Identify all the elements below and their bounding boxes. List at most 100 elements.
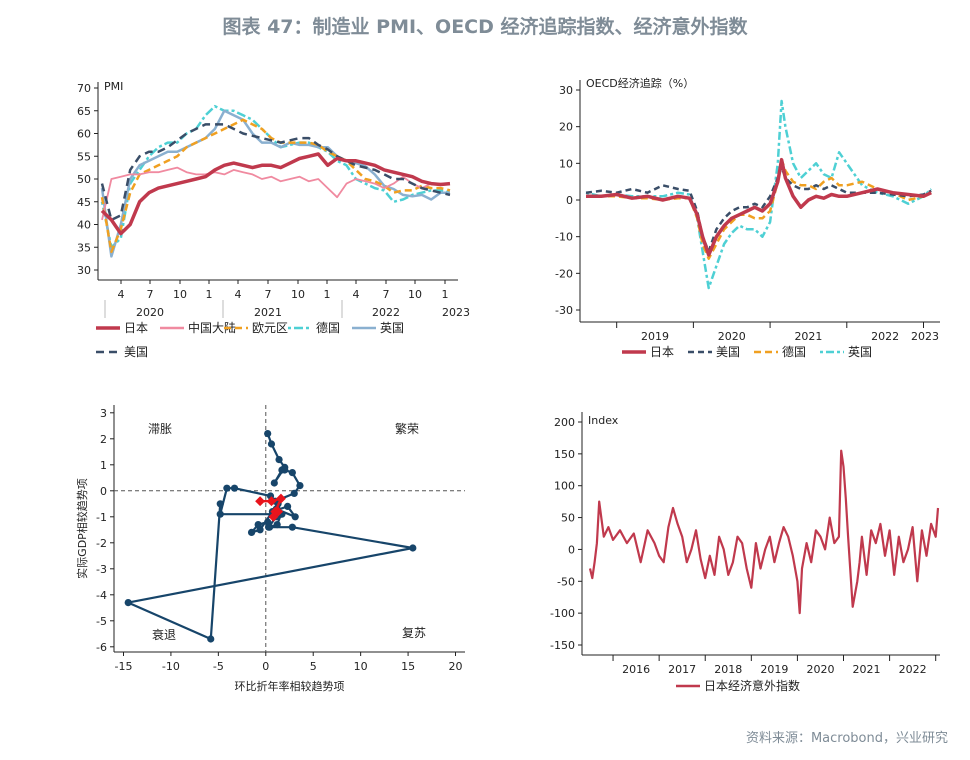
clock-path-point xyxy=(124,599,132,607)
pmi-y-tick-label: 35 xyxy=(77,241,91,254)
oecd-x-year-label: 2022 xyxy=(871,330,899,343)
surprise-y-tick-label: 50 xyxy=(561,512,575,525)
clock-path-point xyxy=(216,510,224,518)
surprise-y-tick-label: -100 xyxy=(550,607,575,620)
oecd-y-tick-label: -30 xyxy=(555,304,573,317)
clock-y-tick-label: -6 xyxy=(96,641,107,654)
surprise-x-year-label: 2022 xyxy=(899,663,927,676)
clock-y-label: 实际GDP相较趋势项 xyxy=(75,478,89,579)
pmi-x-year-label: 2020 xyxy=(136,306,164,319)
oecd-y-tick-label: 0 xyxy=(566,194,573,207)
surprise-index-chart: -150 -100 -50 0 50 100 150 200 Index 2016 2017 2018… xyxy=(550,412,940,693)
clock-y-tick-label: -1 xyxy=(96,511,107,524)
clock-y-tick-label: 1 xyxy=(100,459,107,472)
clock-x-tick-label: 15 xyxy=(401,660,415,673)
pmi-y-tick-label: 40 xyxy=(77,219,91,232)
pmi-legend-label: 美国 xyxy=(124,345,148,359)
surprise-x-year-label: 2017 xyxy=(668,663,696,676)
pmi-y-tick-label: 55 xyxy=(77,150,91,163)
oecd-x-year-label: 2023 xyxy=(911,330,939,343)
pmi-x-year-label: 2023 xyxy=(442,306,470,319)
oecd-x-year-label: 2020 xyxy=(718,330,746,343)
clock-path-point xyxy=(290,489,298,497)
pmi-y-tick-label: 50 xyxy=(77,173,91,186)
pmi-y-tick-label: 65 xyxy=(77,105,91,118)
clock-x-tick-label: 0 xyxy=(262,660,269,673)
clock-path-line xyxy=(127,433,414,641)
clock-y-tick-label: -3 xyxy=(96,563,107,576)
quadrant-label-recovery: 复苏 xyxy=(402,626,426,640)
surprise-axis-title: Index xyxy=(588,414,619,427)
surprise-y-tick-label: 200 xyxy=(554,416,575,429)
pmi-y-tick-label: 45 xyxy=(77,196,91,209)
clock-y-tick-label: -2 xyxy=(96,537,107,550)
clock-path-point xyxy=(207,635,215,643)
quadrant-label-stagflation: 滞胀 xyxy=(148,422,172,436)
pmi-chart: 30 35 40 45 50 55 60 65 70 PMI 4 7 10 1 4 7 10 1 4 7 10 1 2020… xyxy=(77,80,470,359)
clock-path-point xyxy=(265,523,274,531)
clock-path-point xyxy=(288,523,296,531)
pmi-x-tick-label: 7 xyxy=(383,288,390,301)
surprise-y-tick-label: 150 xyxy=(554,448,575,461)
pmi-x-tick-label: 4 xyxy=(118,288,125,301)
clock-recent-point xyxy=(266,496,277,507)
clock-path-point xyxy=(281,463,289,471)
oecd-y-tick-label: 10 xyxy=(559,157,573,170)
surprise-y-tick-label: -50 xyxy=(557,575,575,588)
clock-path-point xyxy=(230,484,239,492)
surprise-series-line xyxy=(588,449,940,615)
oecd-chart: -30 -20 -10 0 10 20 30 OECD经济追踪（%） 2019 2020 2021 2… xyxy=(555,76,940,359)
clock-path-point xyxy=(223,484,231,492)
oecd-legend-label: 英国 xyxy=(848,345,872,359)
surprise-legend-label: 日本经济意外指数 xyxy=(704,678,800,693)
pmi-x-tick-label: 10 xyxy=(408,288,422,301)
oecd-y-tick-label: -10 xyxy=(555,231,573,244)
clock-path-point xyxy=(264,430,272,438)
pmi-y-tick-label: 30 xyxy=(77,264,91,277)
surprise-x-year-label: 2020 xyxy=(806,663,834,676)
clock-x-tick-label: 20 xyxy=(449,660,463,673)
clock-x-tick-label: 10 xyxy=(354,660,368,673)
oecd-x-year-label: 2019 xyxy=(641,330,669,343)
figure-title: 图表 47：制造业 PMI、OECD 经济追踪指数、经济意外指数 xyxy=(222,16,748,38)
pmi-x-year-label: 2021 xyxy=(254,306,282,319)
clock-x-tick-label: -10 xyxy=(162,660,180,673)
pmi-x-tick-label: 7 xyxy=(147,288,154,301)
oecd-y-tick-label: -20 xyxy=(555,267,573,280)
oecd-axis-title: OECD经济追踪（%） xyxy=(586,76,694,90)
clock-y-tick-label: -4 xyxy=(96,589,107,602)
clock-path-point xyxy=(267,440,276,448)
pmi-legend-label: 欧元区 xyxy=(252,321,288,335)
clock-path-point xyxy=(247,528,256,537)
clock-path-point xyxy=(254,521,262,529)
clock-path-point xyxy=(296,482,304,490)
clock-x-tick-label: 5 xyxy=(310,660,317,673)
pmi-y-tick-label: 70 xyxy=(77,82,91,95)
surprise-x-year-label: 2019 xyxy=(760,663,788,676)
pmi-x-tick-label: 1 xyxy=(206,288,213,301)
oecd-x-year-label: 2021 xyxy=(794,330,822,343)
surprise-y-tick-label: 100 xyxy=(554,480,575,493)
pmi-legend-label: 中国大陆 xyxy=(188,320,236,335)
oecd-series-line-1 xyxy=(586,157,932,257)
pmi-x-tick-label: 4 xyxy=(235,288,242,301)
pmi-legend-label: 德国 xyxy=(316,320,340,335)
pmi-series-line-3 xyxy=(100,118,451,254)
pmi-series-line-4 xyxy=(100,104,451,249)
clock-path-point xyxy=(273,521,281,529)
pmi-x-tick-label: 1 xyxy=(442,288,449,301)
clock-path-point xyxy=(270,479,278,487)
oecd-legend-label: 日本 xyxy=(650,345,674,359)
clock-path-point xyxy=(284,502,292,510)
clock-path-point xyxy=(275,456,283,464)
pmi-x-tick-label: 4 xyxy=(353,288,360,301)
oecd-legend-label: 美国 xyxy=(716,345,740,359)
source-note: 资料来源：Macrobond，兴业研究 xyxy=(745,731,948,746)
clock-x-tick-label: -5 xyxy=(213,660,224,673)
oecd-series-line-4 xyxy=(585,99,933,290)
surprise-x-year-label: 2016 xyxy=(622,663,650,676)
clock-recent-point xyxy=(276,493,286,504)
pmi-y-tick-label: 60 xyxy=(77,128,91,141)
